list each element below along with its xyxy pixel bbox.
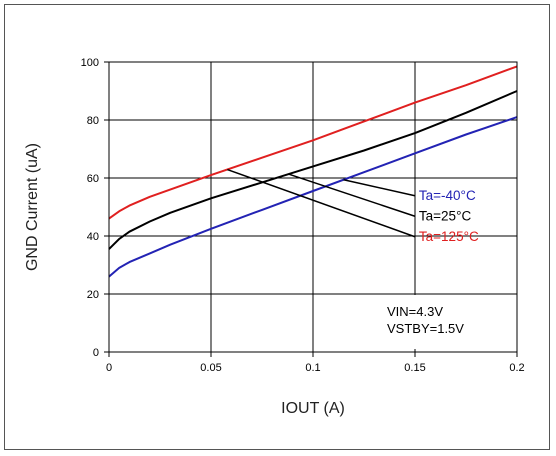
x-tick-label: 0.2 [509, 362, 524, 374]
x-axis-title: IOUT (A) [281, 400, 345, 417]
legend-label-1: Ta=25°C [419, 208, 472, 223]
legend-pointer-2 [227, 170, 415, 237]
legend-pointer-1 [289, 174, 415, 216]
legend-pointer-0 [344, 180, 415, 196]
y-tick-label: 60 [87, 173, 99, 185]
x-tick-label: 0.1 [305, 362, 320, 374]
y-tick-label: 100 [81, 57, 99, 69]
legend-label-2: Ta=125°C [419, 229, 479, 244]
x-tick-labels: 0 0.05 0.1 0.15 0.2 [106, 362, 525, 374]
y-axis-title: GND Current (uA) [24, 143, 41, 271]
y-tick-label: 0 [93, 347, 99, 359]
condition-vstby: VSTBY=1.5V [387, 321, 464, 336]
y-tick-labels: 0 20 40 60 80 100 [81, 57, 99, 359]
legend: Ta=-40°C Ta=25°C Ta=125°C [419, 188, 479, 244]
legend-label-0: Ta=-40°C [419, 188, 476, 203]
legend-pointers [227, 170, 415, 237]
x-tick-label: 0.05 [200, 362, 221, 374]
y-tick-label: 40 [87, 231, 99, 243]
x-tick-label: 0.15 [404, 362, 425, 374]
x-tick-label: 0 [106, 362, 112, 374]
condition-vin: VIN=4.3V [387, 304, 443, 319]
conditions-box: VIN=4.3V VSTBY=1.5V [375, 295, 515, 349]
y-tick-label: 20 [87, 289, 99, 301]
gnd-current-chart: 0 0.05 0.1 0.15 0.2 0 20 40 60 80 100 IOUT (A) GN… [5, 5, 549, 449]
chart-frame: 0 0.05 0.1 0.15 0.2 0 20 40 60 80 100 IOUT (A) GN… [4, 4, 550, 450]
y-tick-label: 80 [87, 115, 99, 127]
